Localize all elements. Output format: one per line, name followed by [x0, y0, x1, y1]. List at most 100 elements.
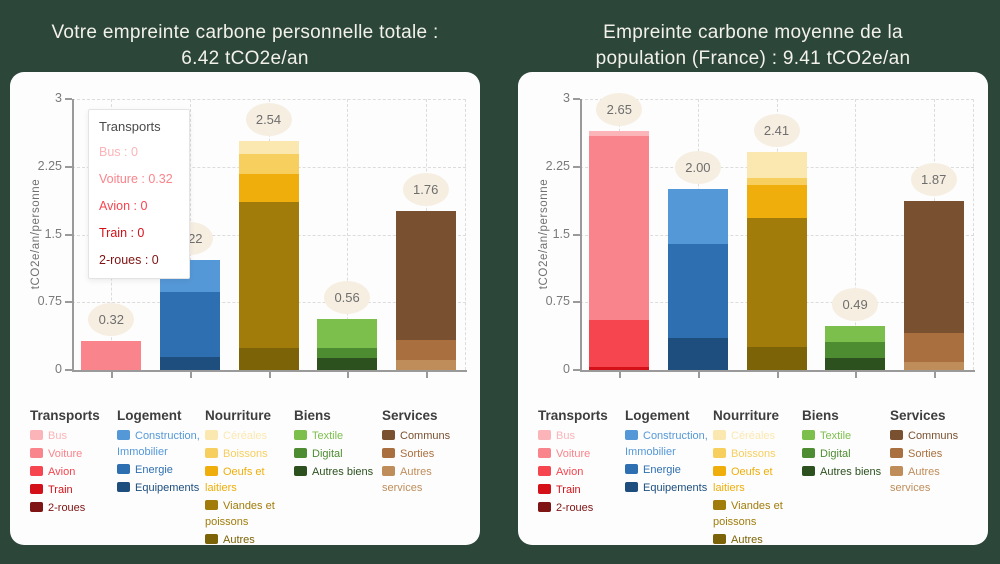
x-axis-tick [189, 372, 192, 378]
legend-item-2-roues[interactable]: 2-roues [538, 501, 628, 517]
bar-segment-logement-energie[interactable] [159, 292, 220, 358]
bar-segment-biens-autres-biens[interactable] [825, 358, 886, 370]
legend-item-equipements[interactable]: Equipements [625, 481, 715, 497]
legend-swatch [205, 499, 218, 510]
bar-segment-nourriture-oeufs-et-laitiers[interactable] [746, 184, 807, 219]
bar-segment-nourriture-viandes-et-poissons[interactable] [746, 218, 807, 347]
legend-item-equipements[interactable]: Equipements [117, 481, 207, 497]
legend-swatch [802, 447, 815, 458]
bar-segment-transports-train[interactable] [589, 367, 650, 370]
bar-segment-nourriture-boissons[interactable] [746, 177, 807, 185]
legend-item-autres-biens[interactable]: Autres biens [802, 465, 892, 481]
bar-segment-logement-construction-immobilier[interactable] [667, 189, 728, 244]
legend-item-oeufs-et-laitiers[interactable]: Oeufs et laitiers [205, 465, 295, 497]
legend-item-autres[interactable]: Autres [205, 533, 295, 549]
legend-item-voiture[interactable]: Voiture [30, 447, 120, 463]
bar-segment-services-autres-services[interactable] [903, 361, 964, 370]
bar-segment-biens-digital[interactable] [825, 341, 886, 359]
y-axis-line [72, 99, 74, 371]
bar-segment-logement-energie[interactable] [667, 243, 728, 339]
legend-group-transports: Transports Bus Voiture Avion Train 2-roues [30, 408, 120, 519]
legend-item-autres-services[interactable]: Autres services [890, 465, 980, 497]
legend-item-autres-biens[interactable]: Autres biens [294, 465, 384, 481]
bar-segment-transports-avion[interactable] [589, 320, 650, 368]
legend-item-boissons[interactable]: Boissons [713, 447, 803, 463]
bar-segment-biens-textile[interactable] [825, 325, 886, 342]
bar-segment-biens-textile[interactable] [317, 319, 378, 349]
legend-swatch [538, 483, 551, 494]
legend-item-digital[interactable]: Digital [802, 447, 892, 463]
legend-item-bus[interactable]: Bus [30, 429, 120, 445]
legend-group-nourriture: Nourriture Céréales Boissons Oeufs et laiti… [205, 408, 295, 551]
bar-segment-nourriture-oeufs-et-laitiers[interactable] [238, 173, 299, 202]
legend-group-title: Nourriture [205, 408, 272, 423]
legend-item-avion[interactable]: Avion [538, 465, 628, 481]
legend-item-sorties[interactable]: Sorties [890, 447, 980, 463]
legend-item-voiture[interactable]: Voiture [538, 447, 628, 463]
legend-swatch [713, 447, 726, 458]
bar-segment-logement-equipements[interactable] [159, 357, 220, 370]
legend-item-label: Digital [820, 447, 851, 460]
bar-segment-services-autres-services[interactable] [395, 360, 456, 370]
y-tick-label: 0 [563, 362, 570, 376]
legend-swatch [30, 483, 43, 494]
legend-item-label: Sorties [400, 447, 435, 460]
legend-item-construction-immobilier[interactable]: Construction, Immobilier [625, 429, 715, 461]
bar-segment-nourriture-c-r-ales[interactable] [238, 140, 299, 155]
bar-segment-nourriture-viandes-et-poissons[interactable] [238, 201, 299, 349]
legend-item-label: Energie [643, 463, 681, 476]
legend-item-construction-immobilier[interactable]: Construction, Immobilier [117, 429, 207, 461]
bar-segment-transports-voiture[interactable] [81, 341, 142, 370]
bar-segment-transports-voiture[interactable] [589, 136, 650, 321]
bar-segment-biens-digital[interactable] [317, 348, 378, 359]
legend-item-viandes-et-poissons[interactable]: Viandes et poissons [713, 499, 803, 531]
bar-segment-services-communs[interactable] [395, 211, 456, 341]
bar-segment-nourriture-autres[interactable] [746, 346, 807, 370]
legend-item-c-r-ales[interactable]: Céréales [205, 429, 295, 445]
legend-item-energie[interactable]: Energie [625, 463, 715, 479]
legend-item-oeufs-et-laitiers[interactable]: Oeufs et laitiers [713, 465, 803, 497]
legend-item-label: Céréales [731, 430, 776, 442]
legend-item-label: Equipements [643, 481, 708, 494]
legend-item-viandes-et-poissons[interactable]: Viandes et poissons [205, 499, 295, 531]
bar-segment-biens-autres-biens[interactable] [317, 358, 378, 370]
legend-item-bus[interactable]: Bus [538, 429, 628, 445]
legend-swatch [890, 430, 903, 440]
bar-segment-transports-bus[interactable] [589, 130, 650, 137]
legend-item-autres[interactable]: Autres [713, 533, 803, 549]
average-footprint-chart-card: tCO2e/an/personne 0 0.75 1.5 2.25 3 2.65 2.00 2.… [518, 72, 988, 546]
bar-segment-services-sorties[interactable] [395, 340, 456, 361]
legend-item-avion[interactable]: Avion [30, 465, 120, 481]
legend-item-train[interactable]: Train [538, 483, 628, 499]
legend-item-c-r-ales[interactable]: Céréales [713, 429, 803, 445]
bar-segment-services-sorties[interactable] [903, 332, 964, 362]
bar-segment-nourriture-boissons[interactable] [238, 154, 299, 174]
x-axis-tick [425, 372, 428, 378]
legend-item-sorties[interactable]: Sorties [382, 447, 472, 463]
legend-item-autres-services[interactable]: Autres services [382, 465, 472, 497]
legend-item-energie[interactable]: Energie [117, 463, 207, 479]
legend-item-label: Bus [48, 430, 67, 442]
y-axis-tick [65, 98, 72, 100]
bar-segment-logement-equipements[interactable] [667, 338, 728, 370]
legend-item-boissons[interactable]: Boissons [205, 447, 295, 463]
personal-footprint-chart-card: tCO2e/an/personne00.751.52.2530.321.222.… [10, 72, 480, 546]
legend-group-services: Services Communs Sorties Autres services [382, 408, 472, 499]
legend-item-communs[interactable]: Communs [890, 429, 980, 445]
legend-item-train[interactable]: Train [30, 483, 120, 499]
bar-segment-nourriture-autres[interactable] [238, 348, 299, 370]
legend-swatch [890, 465, 903, 476]
legend-item-textile[interactable]: Textile [294, 429, 384, 445]
legend-item-label: Autres [223, 533, 255, 546]
legend-item-textile[interactable]: Textile [802, 429, 892, 445]
value-badge-services: 1.87 [910, 163, 957, 197]
legend-item-2-roues[interactable]: 2-roues [30, 501, 120, 517]
legend-group-nourriture: Nourriture Céréales Boissons Oeufs et laiti… [713, 408, 803, 551]
legend-item-communs[interactable]: Communs [382, 429, 472, 445]
y-axis-tick [65, 233, 72, 236]
legend-item-digital[interactable]: Digital [294, 447, 384, 463]
y-axis-tick [573, 369, 580, 371]
bar-segment-nourriture-c-r-ales[interactable] [746, 152, 807, 178]
legend-swatch [538, 465, 551, 476]
bar-segment-services-communs[interactable] [903, 201, 964, 333]
